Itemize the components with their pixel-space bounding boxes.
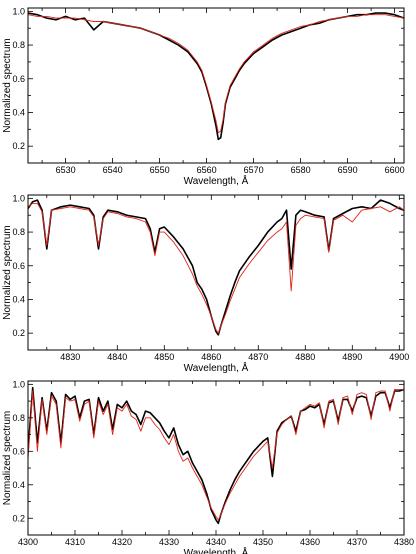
- x-tick-label: 4330: [159, 537, 179, 547]
- x-tick-label: 4350: [253, 537, 273, 547]
- x-tick-label: 4360: [300, 537, 320, 547]
- x-tick-label: 4890: [342, 352, 362, 362]
- x-tick-label: 6590: [338, 165, 358, 175]
- x-tick-label: 4300: [18, 537, 38, 547]
- y-tick-label: 0.8: [12, 227, 25, 237]
- x-tick-label: 4850: [154, 352, 174, 362]
- x-tick-label: 6570: [244, 165, 264, 175]
- y-tick-label: 0.4: [12, 480, 25, 490]
- y-tick-label: 1.0: [12, 379, 25, 389]
- plot-frame: [27, 7, 405, 164]
- x-tick-label: 4320: [112, 537, 132, 547]
- observed-spectrum-line: [28, 386, 404, 525]
- y-tick-label: 0.8: [12, 40, 25, 50]
- x-tick-label: 4380: [394, 537, 414, 547]
- x-axis-label: Wavelength, Å: [184, 361, 249, 374]
- x-axis-label: Wavelength, Å: [184, 546, 249, 554]
- model-spectrum-line: [28, 202, 404, 334]
- x-tick-label: 6580: [291, 165, 311, 175]
- x-tick-label: 4370: [347, 537, 367, 547]
- spectrum-panel-3: 4300 4310 4320 4330 4340 4350 4360 4370 4380 0.2 0…: [2, 379, 414, 554]
- x-tick-label: 4310: [65, 537, 85, 547]
- observed-spectrum-line: [28, 199, 404, 336]
- x-tick-label: 4840: [107, 352, 127, 362]
- x-axis-label: Wavelength, Å: [184, 174, 249, 187]
- y-tick-label: 0.6: [12, 74, 25, 84]
- y-tick-label: 0.6: [12, 261, 25, 271]
- y-tick-label: 0.8: [12, 413, 25, 423]
- y-tick-label: 0.2: [12, 513, 25, 523]
- y-tick-label: 1.0: [12, 193, 25, 203]
- x-tick-label: 4900: [389, 352, 409, 362]
- y-tick-label: 0.6: [12, 446, 25, 456]
- x-tick-label: 6550: [150, 165, 170, 175]
- plot-frame: [27, 194, 405, 351]
- y-tick-label: 0.2: [12, 328, 25, 338]
- y-tick-label: 0.2: [12, 141, 25, 151]
- x-tick-label: 4880: [295, 352, 315, 362]
- model-spectrum-line: [28, 388, 404, 521]
- model-spectrum-line: [28, 14, 404, 134]
- y-axis-label: Normalized spectrum: [2, 225, 13, 319]
- x-tick-label: 4830: [60, 352, 80, 362]
- x-tick-label: 6540: [103, 165, 123, 175]
- y-tick-label: 0.4: [12, 107, 25, 117]
- x-tick-label: 4860: [201, 352, 221, 362]
- x-tick-label: 4340: [206, 537, 226, 547]
- y-tick-label: 0.4: [12, 294, 25, 304]
- y-axis-label: Normalized spectrum: [2, 38, 13, 132]
- x-tick-label: 6560: [197, 165, 217, 175]
- x-tick-label: 4870: [248, 352, 268, 362]
- spectrum-panel-1: 6530 6540 6550 6560 6570 6580 6590 6600 0.2 0.4 0.…: [2, 6, 405, 187]
- spectrum-panel-2: 4830 4840 4850 4860 4870 4880 4890 4900 0.2 0.4 0.…: [2, 193, 409, 374]
- y-tick-label: 1.0: [12, 6, 25, 16]
- x-tick-label: 6600: [385, 165, 405, 175]
- y-axis-label: Normalized spectrum: [2, 411, 13, 505]
- x-tick-label: 6530: [56, 165, 76, 175]
